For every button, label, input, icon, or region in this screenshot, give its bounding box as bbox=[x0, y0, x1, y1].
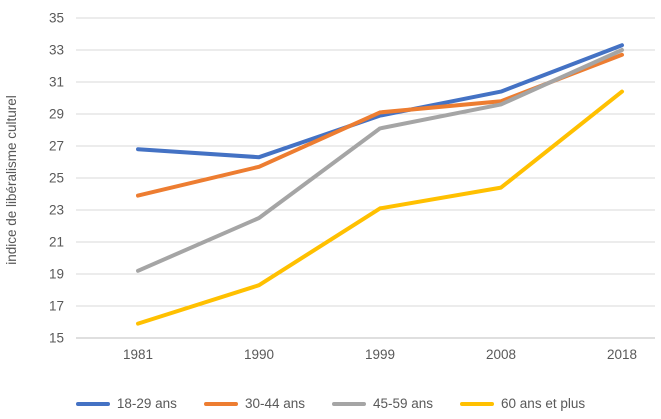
gridlines bbox=[76, 17, 655, 339]
x-tick-label-1990: 1990 bbox=[244, 347, 274, 362]
series-line-30-44-ans bbox=[136, 52, 624, 198]
legend-marker-45-59-ans bbox=[331, 401, 366, 406]
series-lines bbox=[136, 43, 624, 326]
y-tick-label-17: 17 bbox=[49, 299, 64, 314]
legend: 18-29 ans 30-44 ans 45-59 ans 60 ans et plu… bbox=[0, 396, 661, 411]
legend-label: 60 ans et plus bbox=[501, 396, 586, 411]
y-tick-label-29: 29 bbox=[49, 107, 64, 122]
legend-item-60-ans-et-plus: 60 ans et plus bbox=[460, 396, 585, 411]
y-axis-title: indice de libéralisme culturel bbox=[4, 95, 19, 265]
y-tick-label-31: 31 bbox=[49, 75, 64, 90]
legend-marker-60-ans-et-plus bbox=[460, 401, 495, 406]
y-tick-label-25: 25 bbox=[49, 171, 64, 186]
y-tick-label-35: 35 bbox=[49, 11, 64, 26]
y-axis-tick-labels: 15 17 19 21 23 25 27 29 31 33 35 bbox=[49, 11, 64, 346]
x-tick-label-2018: 2018 bbox=[607, 347, 637, 362]
legend-label: 45-59 ans bbox=[372, 396, 434, 411]
legend-item-30-44-ans: 30-44 ans bbox=[203, 396, 305, 411]
series-line-45-59-ans bbox=[136, 48, 624, 273]
y-tick-label-27: 27 bbox=[49, 139, 64, 154]
legend-marker-18-29-ans bbox=[75, 401, 110, 406]
y-tick-label-21: 21 bbox=[49, 235, 64, 250]
y-tick-label-33: 33 bbox=[49, 43, 64, 58]
legend-label: 18-29 ans bbox=[116, 396, 177, 411]
legend-label: 30-44 ans bbox=[244, 396, 305, 411]
x-axis-tick-labels: 1981 1990 1999 2008 2018 bbox=[123, 347, 637, 362]
x-tick-label-2008: 2008 bbox=[486, 347, 516, 362]
y-tick-label-19: 19 bbox=[49, 267, 64, 282]
series-line-18-29-ans bbox=[136, 43, 624, 160]
y-tick-label-15: 15 bbox=[49, 331, 64, 346]
y-tick-label-23: 23 bbox=[49, 203, 64, 218]
legend-item-18-29-ans: 18-29 ans bbox=[75, 396, 177, 411]
x-tick-label-1999: 1999 bbox=[365, 347, 395, 362]
legend-marker-30-44-ans bbox=[203, 401, 238, 406]
series-line-60-ans-et-plus bbox=[136, 89, 624, 326]
legend-item-45-59-ans: 45-59 ans bbox=[331, 396, 434, 411]
x-tick-label-1981: 1981 bbox=[123, 347, 153, 362]
